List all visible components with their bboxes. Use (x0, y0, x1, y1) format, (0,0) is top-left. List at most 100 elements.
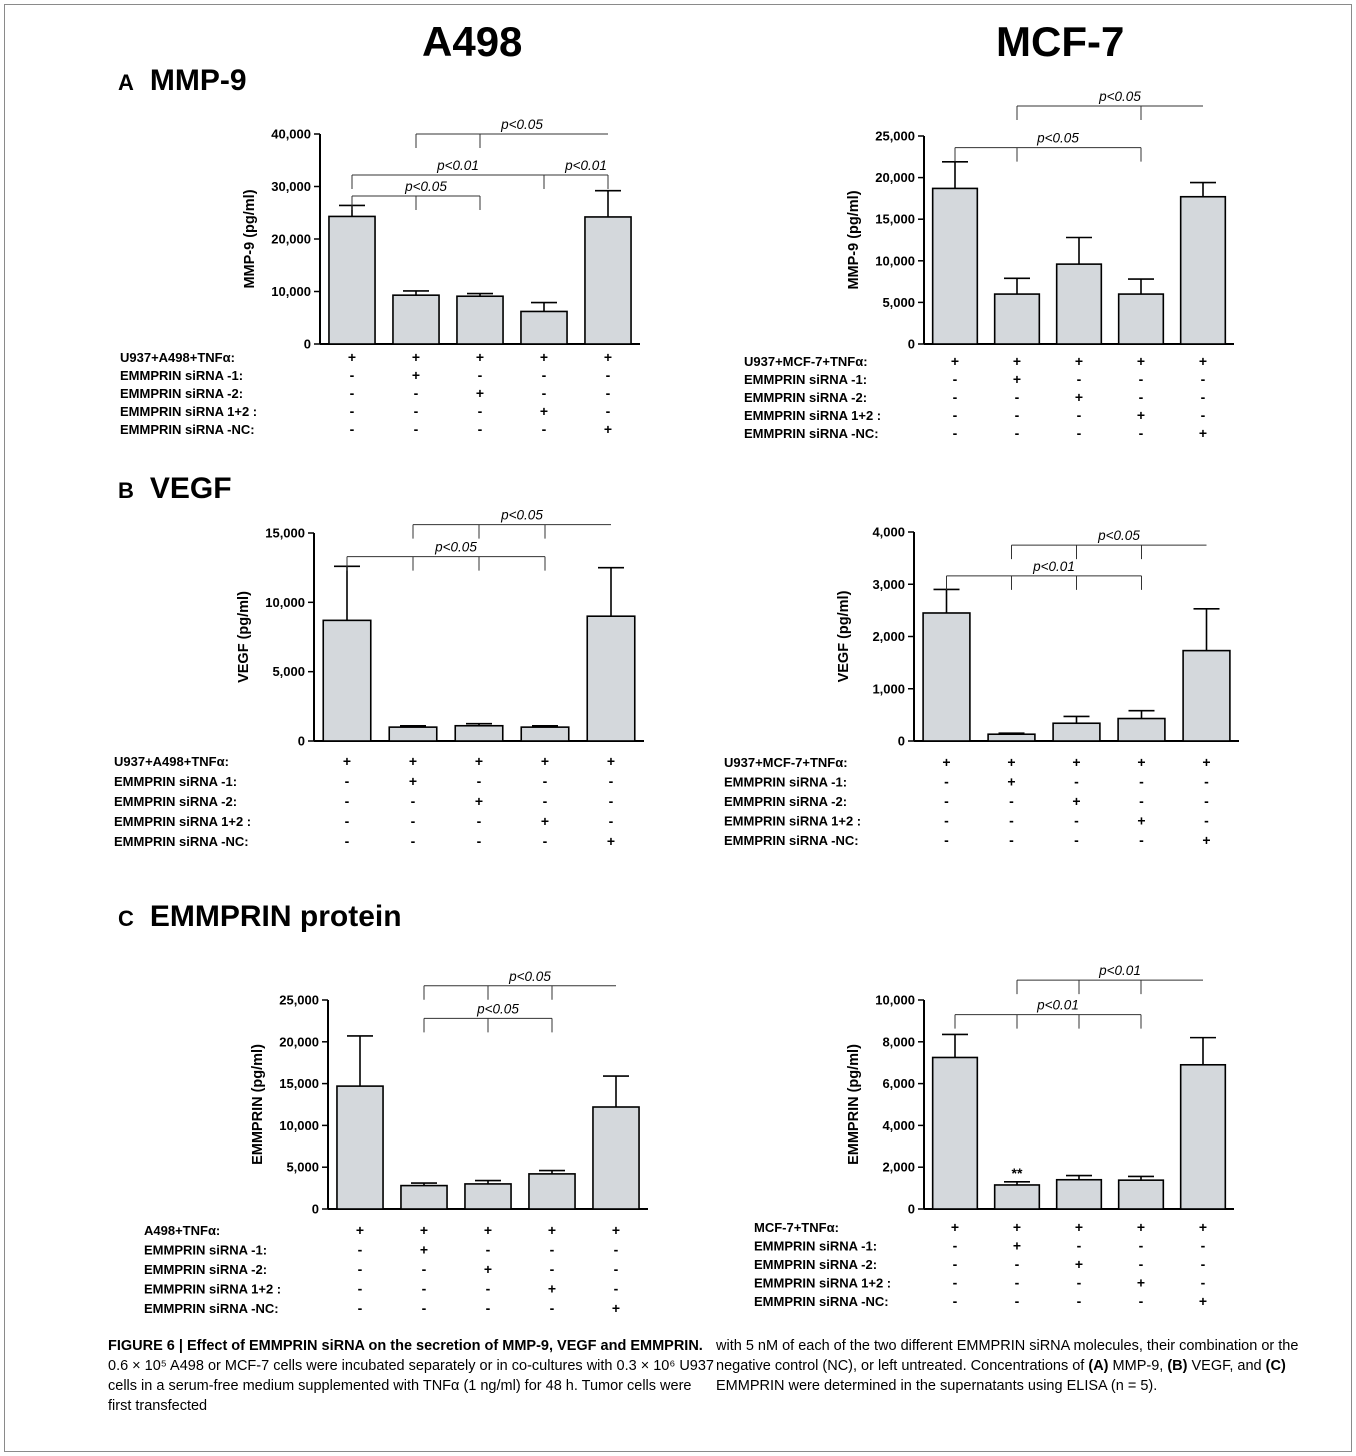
condition-sign: - (550, 1242, 555, 1258)
bar (520, 310, 568, 345)
condition-sign: - (477, 773, 482, 789)
caption-left-text: 0.6 × 10⁵ A498 or MCF-7 cells were incub… (108, 1358, 714, 1414)
condition-sign: + (476, 385, 484, 401)
condition-label: EMMPRIN siRNA -2: (120, 386, 243, 401)
bar (931, 187, 979, 345)
condition-sign: - (1139, 371, 1144, 387)
caption-ref-a: (A) (1088, 1358, 1109, 1374)
y-tick-label: 30,000 (271, 179, 311, 194)
condition-sign: - (953, 1238, 958, 1254)
y-tick-label: 20,000 (279, 1034, 319, 1049)
condition-sign: - (609, 793, 614, 809)
condition-sign: - (606, 403, 611, 419)
condition-sign: - (1077, 425, 1082, 441)
y-tick-label: 0 (304, 337, 311, 352)
condition-sign: - (1139, 425, 1144, 441)
condition-sign: + (1013, 353, 1021, 369)
condition-sign: - (1077, 1275, 1082, 1291)
condition-sign: - (350, 367, 355, 383)
condition-sign: - (422, 1281, 427, 1297)
condition-sign: - (1139, 793, 1144, 809)
y-tick-label: 40,000 (271, 127, 311, 142)
condition-label: U937+MCF-7+TNFα: (744, 354, 868, 369)
y-axis-label: VEGF (pg/ml) (836, 590, 852, 682)
condition-label: EMMPRIN siRNA 1+2 : (114, 814, 251, 829)
condition-sign: + (1007, 754, 1015, 770)
caption-ref-b: (B) (1167, 1358, 1188, 1374)
condition-sign: - (414, 403, 419, 419)
condition-sign: + (356, 1222, 364, 1238)
condition-sign: + (420, 1222, 428, 1238)
y-tick-label: 8,000 (882, 1034, 915, 1049)
condition-sign: - (478, 367, 483, 383)
y-tick-label: 3,000 (872, 577, 905, 592)
condition-sign: - (1201, 1238, 1206, 1254)
condition-sign: - (411, 813, 416, 829)
condition-sign: - (550, 1300, 555, 1316)
condition-sign: + (548, 1222, 556, 1238)
condition-sign: + (541, 813, 549, 829)
condition-sign: - (1015, 1256, 1020, 1272)
y-axis-label: VEGF (pg/ml) (236, 591, 252, 683)
condition-sign: + (1202, 832, 1210, 848)
condition-sign: - (358, 1300, 363, 1316)
bar (336, 1085, 384, 1210)
caption-left: FIGURE 6 | Effect of EMMPRIN siRNA on th… (108, 1336, 718, 1416)
condition-label: EMMPRIN siRNA 1+2 : (724, 814, 861, 829)
bar (592, 1106, 640, 1210)
condition-sign: - (1077, 1238, 1082, 1254)
p-value-label: p<0.05 (508, 969, 551, 984)
condition-sign: - (1139, 1293, 1144, 1309)
condition-sign: - (1139, 832, 1144, 848)
condition-label: EMMPRIN siRNA -NC: (114, 834, 249, 849)
condition-sign: - (1139, 1256, 1144, 1272)
y-axis-label: EMMPRIN (pg/ml) (846, 1044, 862, 1165)
condition-sign: + (942, 754, 950, 770)
condition-sign: + (412, 349, 420, 365)
condition-sign: - (953, 389, 958, 405)
condition-sign: - (477, 833, 482, 849)
condition-sign: - (606, 367, 611, 383)
condition-sign: - (606, 385, 611, 401)
bar (584, 216, 632, 345)
condition-sign: - (1074, 832, 1079, 848)
y-tick-label: 20,000 (271, 232, 311, 247)
condition-label: EMMPRIN siRNA 1+2 : (744, 408, 881, 423)
y-tick-label: 6,000 (882, 1076, 915, 1091)
condition-sign: + (612, 1222, 620, 1238)
condition-label: EMMPRIN siRNA -1: (114, 774, 237, 789)
condition-label: EMMPRIN siRNA -2: (754, 1257, 877, 1272)
significance-star: ** (1012, 1165, 1023, 1181)
bar (931, 1056, 979, 1210)
condition-sign: - (614, 1281, 619, 1297)
condition-sign: - (550, 1261, 555, 1277)
condition-sign: - (345, 833, 350, 849)
condition-label: EMMPRIN siRNA 1+2 : (120, 404, 257, 419)
panel-a-title: MMP-9 (149, 64, 247, 97)
condition-sign: + (420, 1242, 428, 1258)
p-value-label: p<0.05 (476, 1001, 519, 1016)
caption-right: with 5 nM of each of the two different E… (716, 1336, 1326, 1396)
condition-sign: + (484, 1261, 492, 1277)
condition-sign: - (1139, 389, 1144, 405)
y-tick-label: 5,000 (286, 1160, 319, 1175)
condition-label: EMMPRIN siRNA -NC: (120, 422, 255, 437)
condition-sign: + (1137, 1219, 1145, 1235)
condition-sign: - (411, 793, 416, 809)
condition-sign: - (1009, 793, 1014, 809)
condition-sign: + (409, 753, 417, 769)
y-tick-label: 10,000 (271, 284, 311, 299)
y-tick-label: 10,000 (875, 253, 915, 268)
bar (1182, 649, 1231, 742)
condition-sign: + (612, 1300, 620, 1316)
bar (993, 293, 1041, 345)
condition-sign: + (1137, 1275, 1145, 1291)
bar (1117, 1179, 1165, 1210)
condition-sign: - (1201, 1256, 1206, 1272)
p-value-label: p<0.01 (436, 158, 479, 173)
condition-label: EMMPRIN siRNA -NC: (744, 426, 879, 441)
condition-sign: - (953, 1275, 958, 1291)
condition-label: EMMPRIN siRNA -1: (120, 368, 243, 383)
condition-sign: + (1075, 1219, 1083, 1235)
condition-sign: + (604, 421, 612, 437)
